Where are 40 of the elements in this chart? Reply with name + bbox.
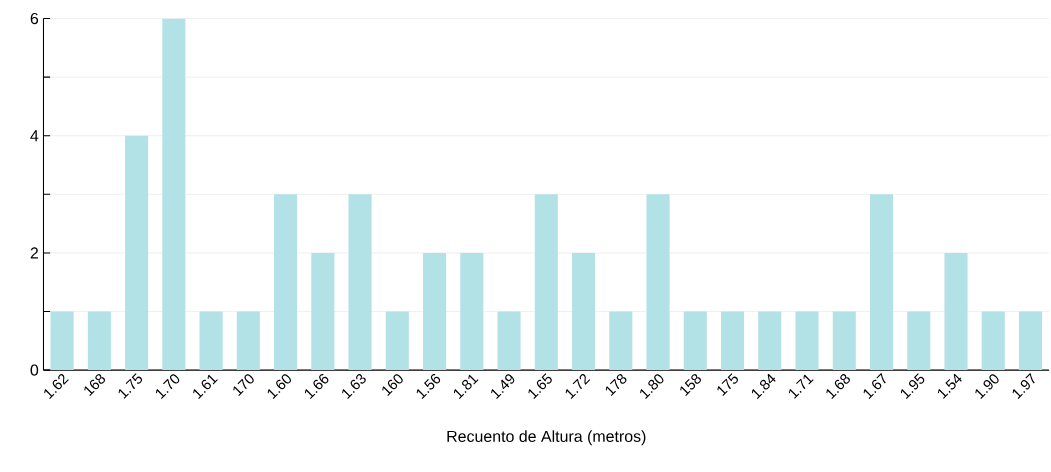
bar: [646, 194, 670, 371]
bar: [534, 194, 558, 371]
bar: [758, 311, 782, 371]
bar: [497, 311, 521, 371]
y-tick-label: 0: [30, 364, 39, 376]
bar: [199, 311, 223, 371]
x-tick-label: 160: [382, 374, 403, 396]
x-axis-title: Recuento de Altura (metros): [447, 430, 646, 446]
x-tick-label: 175: [717, 373, 738, 396]
y-tick-label: 4: [30, 130, 39, 142]
bar: [683, 311, 707, 371]
bar: [795, 311, 819, 371]
bar: [274, 194, 298, 371]
bar: [832, 311, 856, 371]
x-tick-label: 1.61: [193, 374, 218, 399]
bar: [944, 252, 968, 371]
bar: [423, 252, 447, 371]
bar: [869, 194, 894, 371]
bar: [348, 194, 372, 371]
bar: [907, 311, 931, 371]
bar: [125, 135, 149, 371]
bar: [720, 311, 745, 371]
y-tick-label: 2: [30, 247, 38, 259]
bar: [236, 311, 260, 371]
bar: [1018, 311, 1043, 371]
x-tick-label: 170: [233, 374, 254, 396]
x-tick-label: 1.81: [453, 374, 479, 399]
bar: [609, 311, 633, 371]
bar: [50, 311, 74, 371]
bar: [311, 252, 335, 371]
bar: [162, 18, 186, 371]
bar: [385, 311, 409, 371]
bar: [460, 252, 484, 371]
bar: [981, 311, 1005, 371]
bar: [87, 311, 111, 371]
x-tick-label: 158: [680, 374, 701, 396]
bar: [572, 252, 596, 371]
y-tick-label: 6: [30, 12, 39, 25]
x-tick-label: 178: [605, 374, 627, 396]
x-tick-label: 168: [84, 374, 106, 396]
